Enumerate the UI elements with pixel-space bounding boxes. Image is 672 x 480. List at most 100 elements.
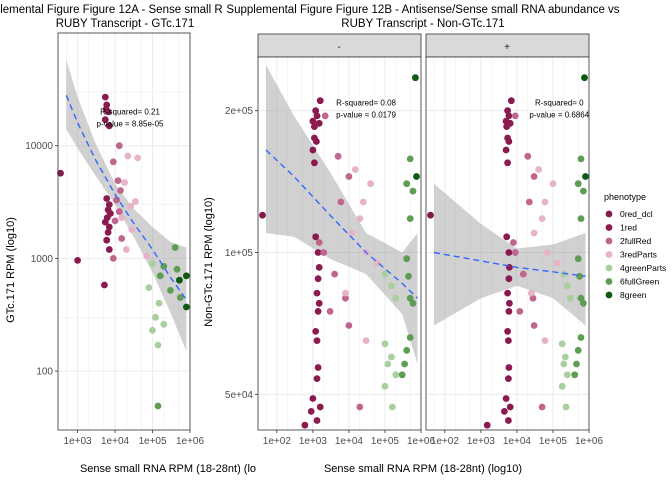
data-point [406, 294, 414, 302]
data-point [312, 233, 320, 241]
data-point [74, 257, 81, 264]
data-point [580, 187, 587, 195]
data-point [115, 142, 123, 150]
data-point [577, 215, 585, 223]
data-point [580, 299, 587, 307]
data-point [122, 246, 130, 253]
data-point [530, 173, 538, 180]
panel-border [57, 32, 191, 431]
title-b-line-1: Supplemental Figure Figure 12B - Antisen… [226, 4, 619, 16]
data-point [331, 270, 338, 278]
data-point [560, 360, 568, 368]
x-tick-label: 1e+03 [299, 436, 328, 447]
data-point [111, 217, 119, 225]
data-point [574, 255, 582, 263]
data-point [505, 417, 512, 424]
y-axis-label-b: Non-GTc.171 RPM (log10) [203, 197, 215, 327]
data-point [535, 166, 542, 173]
legend-swatch [605, 237, 613, 245]
legend-label: 8green [620, 290, 647, 300]
data-point [403, 255, 411, 263]
data-point [427, 211, 434, 219]
data-point [57, 169, 64, 177]
data-point [311, 123, 318, 130]
data-point [315, 239, 323, 246]
stat-annotation: R-squared= 0.21 [100, 107, 160, 116]
panel-border [257, 56, 422, 431]
y-tick-label: 10000 [25, 141, 53, 152]
data-point [321, 112, 329, 120]
data-point [345, 322, 353, 329]
data-point [409, 187, 417, 195]
data-point [118, 235, 126, 242]
legend-label: 0red_dcl [620, 209, 653, 219]
data-point [367, 180, 374, 188]
data-point [504, 107, 511, 115]
x-tick-label: 1e+05 [138, 436, 167, 447]
data-point [315, 299, 323, 307]
data-point [309, 146, 317, 154]
data-point [511, 112, 519, 120]
data-point [149, 326, 156, 334]
data-point [314, 249, 322, 256]
data-point [562, 403, 570, 411]
data-point [301, 421, 309, 429]
data-point [155, 299, 163, 307]
data-point [582, 173, 589, 180]
data-point [103, 195, 111, 202]
data-point [171, 244, 179, 251]
data-point [553, 259, 561, 267]
facet-label-plus: + [504, 42, 510, 53]
data-point [384, 360, 392, 368]
data-point [511, 249, 519, 256]
trend-line [265, 149, 418, 299]
legend-entries: 0red_dcl 1red 2fullRed 3redParts 4greenParts… [605, 209, 666, 300]
data-point [334, 152, 342, 160]
data-point [176, 276, 183, 284]
data-point [406, 215, 414, 223]
data-point [320, 249, 328, 256]
data-point [342, 294, 349, 302]
data-point [345, 173, 353, 180]
data-point [105, 122, 113, 130]
x-tick-label: 1e+04 [101, 436, 130, 447]
data-point [505, 112, 513, 120]
data-point [117, 187, 124, 194]
data-point [576, 272, 583, 280]
title-b-line-2: RUBY Transcript - Non-GTc.171 [341, 18, 504, 30]
confidence-band [66, 59, 187, 352]
data-point [156, 272, 164, 280]
trend-line [65, 95, 187, 301]
data-point [183, 303, 190, 311]
legend: phenotype 0red_dcl 1red 2fullRed 3redParts 4… [604, 192, 666, 300]
x-tick-label: 1e+06 [176, 436, 205, 447]
y-tick-label: 5e+04 [225, 390, 254, 401]
data-point [381, 340, 389, 348]
data-point [387, 282, 395, 290]
data-point [154, 341, 162, 349]
data-point [504, 159, 511, 167]
data-point [101, 281, 108, 289]
data-point [574, 346, 582, 354]
data-point [405, 272, 412, 280]
data-point [505, 138, 513, 145]
stat-annotation: p-value = 0.6864 [529, 111, 589, 120]
data-point [312, 328, 320, 335]
y-tick-label: 1000 [31, 254, 54, 265]
data-point [134, 154, 142, 162]
data-point [124, 152, 132, 160]
data-point [563, 282, 571, 290]
data-point [362, 337, 370, 344]
data-point [558, 382, 566, 390]
stat-annotation: R-squared= 0.08 [336, 99, 396, 108]
data-point [101, 93, 109, 101]
data-point [356, 403, 364, 411]
data-point [506, 299, 513, 307]
x-axis-label-a: Sense small RNA RPM (18-28nt) (lo [80, 463, 256, 475]
data-point [561, 353, 569, 361]
data-point [342, 289, 349, 297]
data-point [127, 202, 134, 210]
data-point [313, 289, 321, 297]
data-point [506, 403, 514, 411]
